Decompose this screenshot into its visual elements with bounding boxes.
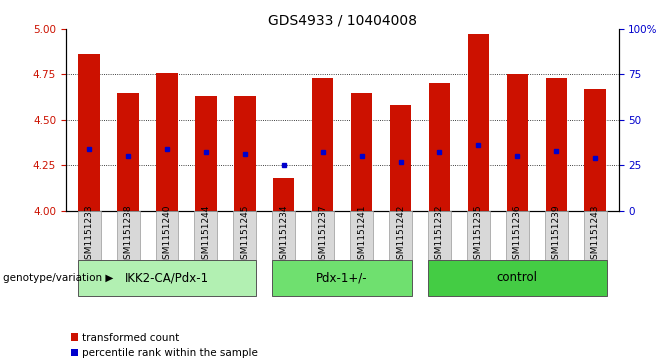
Bar [545,211,568,260]
Bar [389,211,412,260]
Bar [429,83,450,211]
Bar [507,74,528,211]
Bar [428,260,607,296]
Text: Pdx-1+/-: Pdx-1+/- [316,271,368,284]
Bar [350,211,373,260]
Bar [155,211,178,260]
Bar [468,34,489,211]
Text: GSM1151245: GSM1151245 [240,205,249,265]
Title: GDS4933 / 10404008: GDS4933 / 10404008 [268,14,417,28]
Bar [351,93,372,211]
Text: GSM1151244: GSM1151244 [201,205,211,265]
Text: GSM1151237: GSM1151237 [318,205,327,265]
Bar [157,73,178,211]
Bar [506,211,529,260]
Bar [273,178,295,211]
Bar [390,105,411,211]
Text: GSM1151232: GSM1151232 [435,205,444,265]
Legend: transformed count, percentile rank within the sample: transformed count, percentile rank withi… [71,333,259,358]
Text: GSM1151243: GSM1151243 [591,205,599,265]
Bar [117,93,139,211]
Text: GSM1151233: GSM1151233 [85,205,93,265]
Bar [116,211,139,260]
Bar [584,89,606,211]
Text: GSM1151239: GSM1151239 [552,205,561,265]
Text: GSM1151241: GSM1151241 [357,205,366,265]
Text: IKK2-CA/Pdx-1: IKK2-CA/Pdx-1 [125,271,209,284]
Bar [545,78,567,211]
Bar [78,54,100,211]
Text: GSM1151242: GSM1151242 [396,205,405,265]
Bar [467,211,490,260]
Text: GSM1151234: GSM1151234 [279,205,288,265]
Bar [584,211,607,260]
Bar [272,260,412,296]
Text: control: control [497,271,538,284]
Bar [234,211,257,260]
Bar [195,96,216,211]
Bar [312,78,334,211]
Bar [428,211,451,260]
Text: genotype/variation ▶: genotype/variation ▶ [3,273,114,283]
Bar [78,260,257,296]
Bar [272,211,295,260]
Bar [234,96,255,211]
Text: GSM1151236: GSM1151236 [513,205,522,265]
Bar [78,211,101,260]
Text: GSM1151240: GSM1151240 [163,205,172,265]
Bar [195,211,217,260]
Text: GSM1151235: GSM1151235 [474,205,483,265]
Text: GSM1151238: GSM1151238 [124,205,132,265]
Bar [311,211,334,260]
